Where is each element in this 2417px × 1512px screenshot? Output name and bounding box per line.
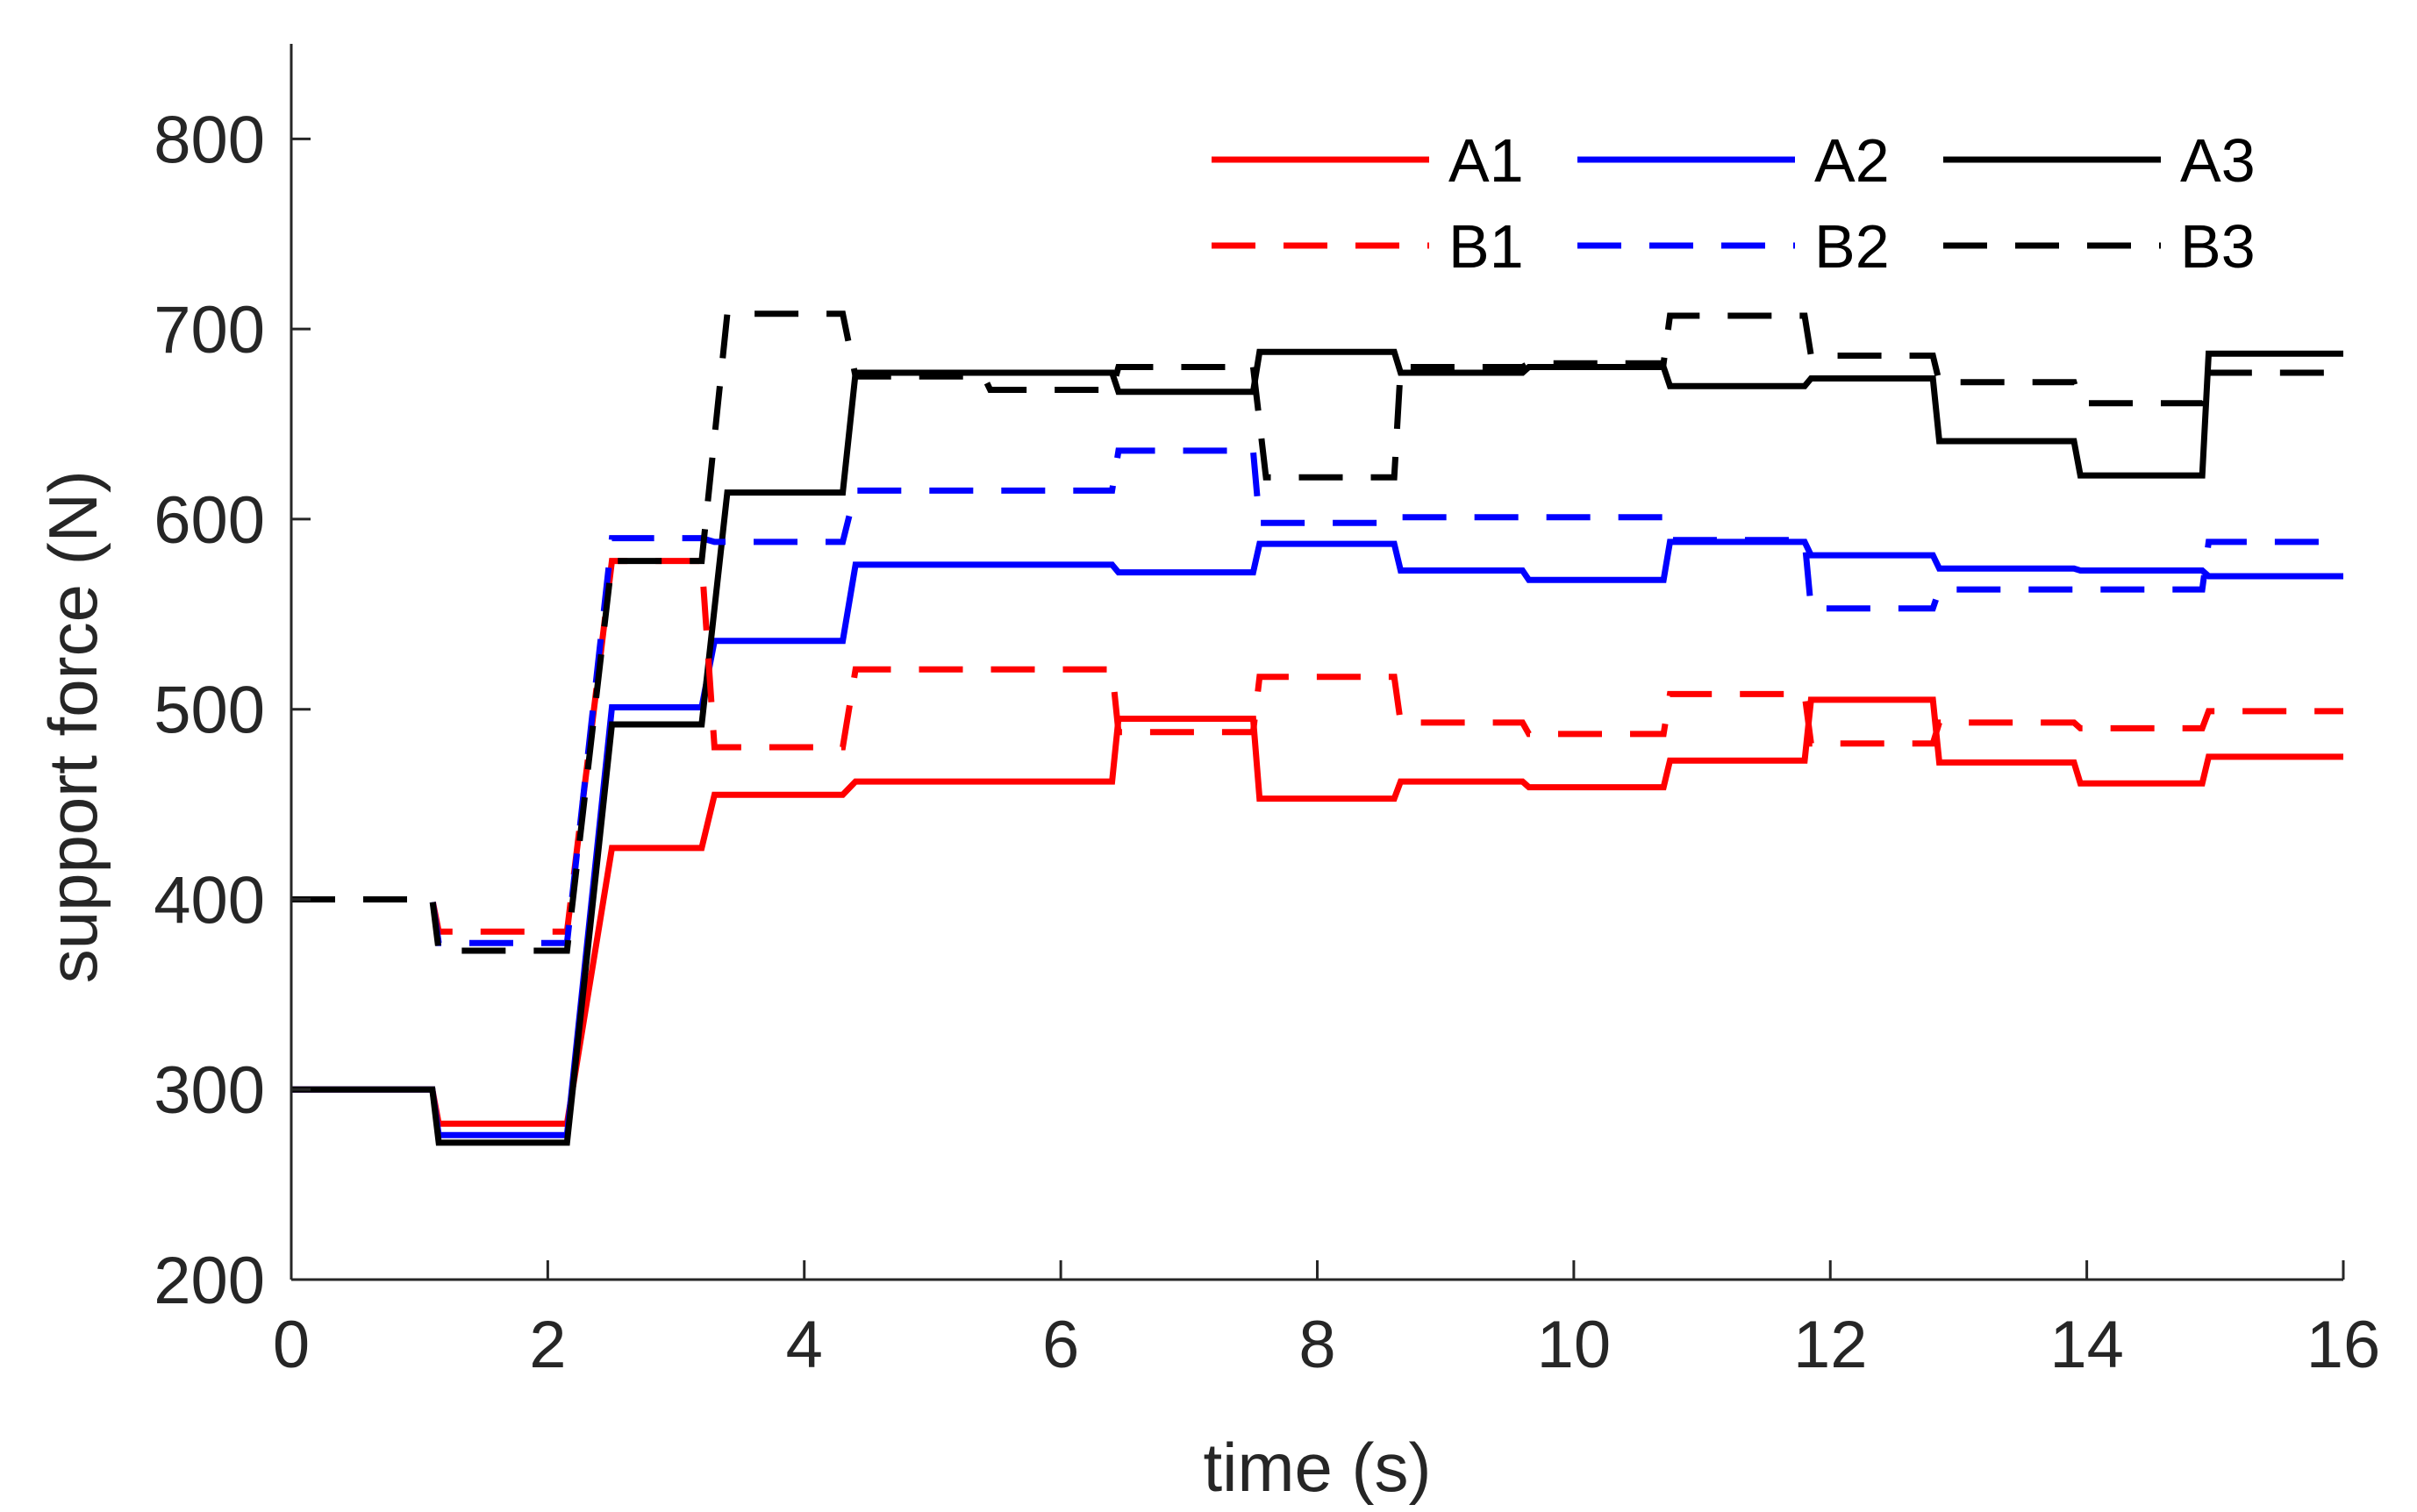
y-tick-label: 600 bbox=[154, 483, 265, 558]
series-line-a2 bbox=[291, 538, 2343, 1138]
legend-item-a3: A3 bbox=[1943, 126, 2256, 195]
axes: 0 2 4 6 8 10 12 14 16 200 300 400 500 600 700 800 bbox=[154, 44, 2380, 1382]
series-line-b3 bbox=[291, 310, 2343, 954]
x-tick-label: 14 bbox=[2049, 1308, 2124, 1382]
x-tick-label: 2 bbox=[529, 1308, 566, 1382]
x-tick-label: 8 bbox=[1298, 1308, 1335, 1382]
legend-item-b3: B3 bbox=[1943, 212, 2256, 281]
legend-item-a2: A2 bbox=[1577, 126, 1890, 195]
x-tick-label: 0 bbox=[273, 1308, 310, 1382]
legend-label: A1 bbox=[1448, 126, 1524, 195]
series-line-a1 bbox=[291, 696, 2343, 1127]
legend-label: B1 bbox=[1448, 212, 1524, 281]
y-tick-label: 800 bbox=[154, 103, 265, 177]
x-tick-label: 10 bbox=[1537, 1308, 1612, 1382]
series-line-b1 bbox=[291, 558, 2343, 935]
y-axis-label: support force (N) bbox=[34, 470, 111, 983]
x-axis-label: time (s) bbox=[1204, 1429, 1432, 1506]
legend-label: A2 bbox=[1814, 126, 1890, 195]
series-line-b2 bbox=[291, 447, 2343, 946]
plot-area bbox=[291, 310, 2343, 1146]
series-line-a3 bbox=[291, 348, 2343, 1146]
x-tick-label: 6 bbox=[1042, 1308, 1079, 1382]
legend-item-b1: B1 bbox=[1212, 212, 1524, 281]
y-tick-label: 300 bbox=[154, 1053, 265, 1128]
y-tick-label: 200 bbox=[154, 1244, 265, 1318]
x-tick-label: 12 bbox=[1793, 1308, 1868, 1382]
legend: A1 A2 A3 B1 B2 B3 bbox=[1212, 126, 2256, 281]
legend-item-b2: B2 bbox=[1577, 212, 1890, 281]
x-tick-label: 4 bbox=[786, 1308, 823, 1382]
y-tick-label: 400 bbox=[154, 863, 265, 938]
legend-label: A3 bbox=[2180, 126, 2256, 195]
y-tick-label: 700 bbox=[154, 293, 265, 367]
y-tick-label: 500 bbox=[154, 674, 265, 748]
legend-label: B2 bbox=[1814, 212, 1890, 281]
legend-label: B3 bbox=[2180, 212, 2256, 281]
legend-item-a1: A1 bbox=[1212, 126, 1524, 195]
x-tick-label: 16 bbox=[2306, 1308, 2381, 1382]
